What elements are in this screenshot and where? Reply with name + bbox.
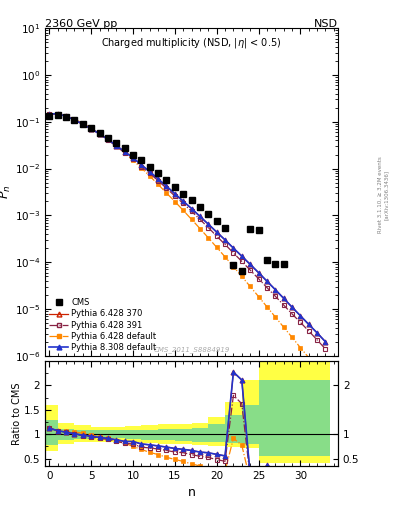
- X-axis label: n: n: [187, 486, 196, 499]
- Text: NSD: NSD: [314, 19, 338, 30]
- Text: 2360 GeV pp: 2360 GeV pp: [45, 19, 118, 30]
- Y-axis label: $P_n$: $P_n$: [0, 185, 13, 199]
- Legend: CMS, Pythia 6.428 370, Pythia 6.428 391, Pythia 6.428 default, Pythia 8.308 defa: CMS, Pythia 6.428 370, Pythia 6.428 391,…: [50, 298, 156, 352]
- Text: [arXiv:1306.3436]: [arXiv:1306.3436]: [384, 169, 388, 220]
- Text: CMS_2011_S8884919: CMS_2011_S8884919: [153, 346, 230, 353]
- Text: Charged multiplicity (NSD, $|\eta|$ < 0.5): Charged multiplicity (NSD, $|\eta|$ < 0.…: [101, 36, 282, 50]
- Text: Rivet 3.1.10, ≥ 3.2M events: Rivet 3.1.10, ≥ 3.2M events: [378, 156, 383, 233]
- Y-axis label: Ratio to CMS: Ratio to CMS: [12, 382, 22, 445]
